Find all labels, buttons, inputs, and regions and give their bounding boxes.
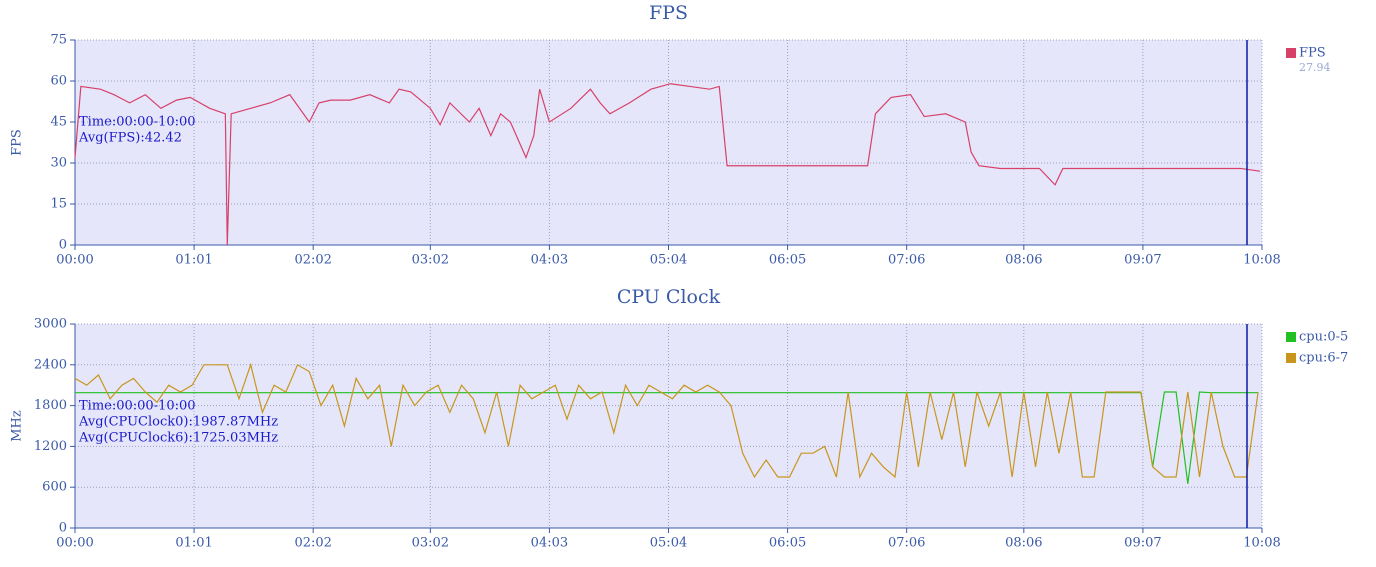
y-tick-label: 0 <box>59 238 67 253</box>
x-tick-label: 02:02 <box>294 536 331 551</box>
x-tick-label: 09:07 <box>1124 253 1161 268</box>
x-tick-label: 06:05 <box>769 536 806 551</box>
x-tick-label: 03:02 <box>412 536 449 551</box>
y-tick-label: 45 <box>50 115 67 130</box>
x-tick-label: 05:04 <box>650 536 687 551</box>
y-tick-label: 600 <box>42 480 67 495</box>
y-tick-label: 15 <box>50 197 67 212</box>
x-tick-label: 07:06 <box>888 253 925 268</box>
y-tick-label: 75 <box>50 33 67 48</box>
y-axis-label: FPS <box>10 129 25 156</box>
series-line <box>74 83 1261 246</box>
x-tick-label: 10:08 <box>1243 536 1280 551</box>
y-tick-label: 2400 <box>34 357 67 372</box>
x-tick-label: 00:00 <box>56 253 93 268</box>
y-tick-label: 30 <box>50 156 67 171</box>
x-tick-label: 03:02 <box>412 253 449 268</box>
chart-title: FPS <box>649 2 688 24</box>
x-tick-label: 07:06 <box>888 536 925 551</box>
x-tick-label: 08:06 <box>1005 536 1042 551</box>
legend-value: 27.94 <box>1299 61 1331 74</box>
annotation: Time:00:00-10:00 <box>79 399 196 414</box>
legend-swatch <box>1286 48 1296 58</box>
annotation: Avg(CPUClock6):1725.03MHz <box>78 431 278 446</box>
series-line <box>74 362 1259 480</box>
x-tick-label: 08:06 <box>1005 253 1042 268</box>
x-tick-label: 05:04 <box>650 253 687 268</box>
x-tick-label: 00:00 <box>56 536 93 551</box>
legend-label: FPS <box>1299 46 1326 61</box>
x-tick-label: 06:05 <box>769 253 806 268</box>
y-axis-label: MHz <box>10 410 25 442</box>
y-tick-label: 0 <box>59 521 67 536</box>
legend-swatch <box>1286 332 1296 342</box>
legend-swatch <box>1286 353 1296 363</box>
annotation: Avg(FPS):42.42 <box>78 131 182 146</box>
annotation: Avg(CPUClock0):1987.87MHz <box>78 415 278 430</box>
x-tick-label: 09:07 <box>1124 536 1161 551</box>
y-tick-label: 1800 <box>34 398 67 413</box>
y-tick-label: 60 <box>50 74 67 89</box>
x-tick-label: 04:03 <box>531 253 568 268</box>
x-tick-label: 02:02 <box>294 253 331 268</box>
x-tick-label: 10:08 <box>1243 253 1280 268</box>
y-tick-label: 1200 <box>34 439 67 454</box>
y-tick-label: 3000 <box>34 317 67 332</box>
annotation: Time:00:00-10:00 <box>79 115 196 130</box>
series-line <box>75 391 1259 484</box>
chart-title: CPU Clock <box>617 286 721 308</box>
x-tick-label: 01:01 <box>175 536 212 551</box>
legend-label: cpu:0-5 <box>1299 330 1348 345</box>
x-tick-label: 04:03 <box>531 536 568 551</box>
x-tick-label: 01:01 <box>175 253 212 268</box>
legend-label: cpu:6-7 <box>1299 351 1348 366</box>
